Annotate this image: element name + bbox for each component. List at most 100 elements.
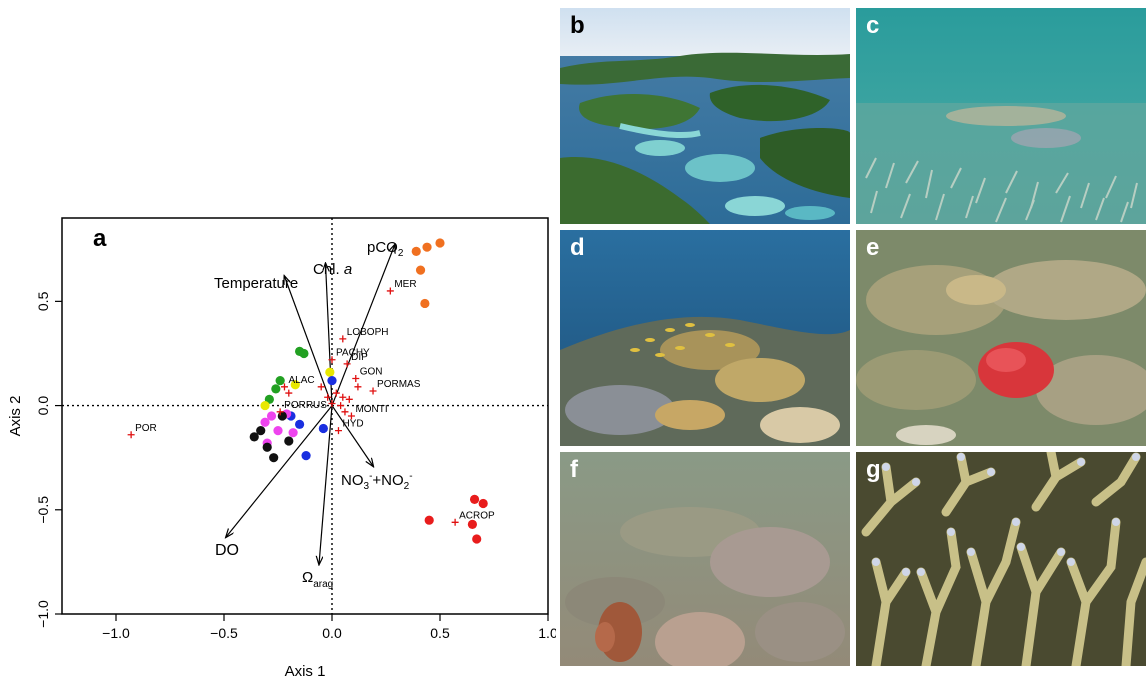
plot-frame [61, 217, 549, 615]
site-point [415, 265, 426, 275]
vector-label-do: DO [215, 542, 239, 559]
vector-label-omega-arag: Ωarag [302, 569, 333, 590]
site-point [299, 348, 309, 359]
genus-cross-marker [337, 402, 345, 410]
site-point [271, 384, 281, 394]
site-point [269, 453, 279, 463]
site-point [327, 375, 337, 386]
genus-cross-marker [127, 431, 135, 439]
site-point [290, 380, 300, 390]
genus-cross-marker [352, 374, 360, 382]
photo-c-reef-flat: c [856, 8, 1146, 224]
env-vector-arrow [319, 405, 333, 564]
env-vector-arrow [331, 405, 373, 466]
coral-garden-image [856, 230, 1146, 446]
x-tick-label: 0.0 [322, 625, 342, 641]
genus-label: MER [394, 279, 416, 290]
genus-cross-marker [343, 360, 351, 368]
site-point [260, 417, 270, 427]
site-point [262, 442, 272, 452]
genus-label: HYD [342, 419, 363, 430]
site-point [478, 498, 488, 509]
genus-label: GON [360, 366, 383, 377]
turbid-reef-image [560, 452, 850, 666]
genus-label: POR [135, 423, 157, 434]
site-point [266, 411, 277, 421]
genus-cross-marker [332, 389, 340, 397]
y-axis-title: Axis 2 [7, 396, 24, 437]
genus-cross-marker [386, 287, 394, 295]
y-tick-label: 0.5 [35, 291, 51, 311]
photo-e-coral-garden: e [856, 230, 1146, 446]
site-point [422, 242, 432, 252]
genus-cross-marker [317, 383, 325, 391]
site-point [469, 494, 480, 504]
site-point [435, 238, 445, 248]
aerial-rock-islands-image [560, 8, 850, 224]
y-tick-label: −1.0 [35, 600, 51, 628]
vector-label-temperature: Temperature [214, 275, 298, 292]
genus-cross-marker [341, 408, 349, 416]
genus-cross-marker [339, 393, 347, 401]
site-point [275, 375, 285, 386]
genus-cross-marker [328, 399, 336, 407]
genus-cross-marker [369, 387, 377, 395]
site-point [325, 367, 335, 377]
genus-cross-marker [334, 427, 342, 435]
vector-label-chl-a: Chl. a [313, 261, 352, 278]
branching-coral-image [856, 452, 1146, 666]
panel-label-e: e [866, 234, 880, 261]
site-point [295, 419, 305, 429]
genus-cross-marker [280, 383, 288, 391]
photo-f-turbid-reef: f [560, 452, 850, 666]
site-point [301, 451, 311, 461]
genus-cross-marker [451, 518, 459, 526]
env-vector-arrow [331, 245, 395, 406]
env-vector-arrow [284, 276, 333, 406]
site-point [249, 432, 259, 442]
site-point [260, 400, 270, 411]
genus-label: DIP [351, 352, 368, 363]
site-point [472, 534, 482, 544]
site-point [424, 515, 434, 525]
site-point [411, 246, 421, 256]
coral-with-fish-image [560, 230, 850, 446]
site-point [277, 411, 287, 421]
env-vector-arrow [226, 405, 333, 537]
genus-label: PACHY [336, 348, 370, 359]
genus-cross-marker [276, 408, 284, 416]
site-point [467, 519, 477, 529]
site-point [420, 298, 430, 309]
genus-label: LOBOPH [347, 327, 389, 338]
panel-label-b: b [570, 12, 585, 39]
site-point [284, 436, 294, 446]
genus-label: MONTI [355, 404, 387, 415]
genus-cross-marker [328, 356, 336, 364]
genus-label: PORMAS [377, 379, 421, 390]
panel-label-g: g [866, 456, 881, 483]
site-point [288, 428, 298, 438]
photo-g-branching-coral: g [856, 452, 1146, 666]
panel-label-a: a [93, 225, 107, 252]
x-tick-label: 1.0 [538, 625, 556, 641]
x-axis-title: Axis 1 [285, 663, 326, 680]
genus-cross-marker [347, 412, 355, 420]
x-tick-label: 0.5 [430, 625, 450, 641]
panel-label-d: d [570, 234, 585, 261]
panel-label-c: c [866, 12, 880, 39]
genus-cross-marker [354, 383, 362, 391]
site-point [318, 423, 328, 434]
ordination-panel: −1.0 −0.5 0.0 0.5 1.0 −1.0 −0.5 0.0 0.5 POR MER LO… [0, 0, 556, 682]
panel-label-f: f [570, 456, 578, 483]
ordination-plot: −1.0 −0.5 0.0 0.5 1.0 −1.0 −0.5 0.0 0.5 POR MER LO… [7, 217, 556, 680]
genus-cross-marker [339, 335, 347, 343]
genus-label: ALAC [288, 375, 314, 386]
genus-label: ACROP [459, 510, 495, 521]
vector-label-nox: NO3-+NO2- [341, 471, 413, 492]
x-tick-label: −1.0 [102, 625, 130, 641]
genus-label: PORRUS [284, 400, 327, 411]
shallow-reef-image [856, 8, 1146, 224]
x-tick-label: −0.5 [210, 625, 238, 641]
site-point [256, 425, 266, 436]
site-point [273, 425, 283, 436]
